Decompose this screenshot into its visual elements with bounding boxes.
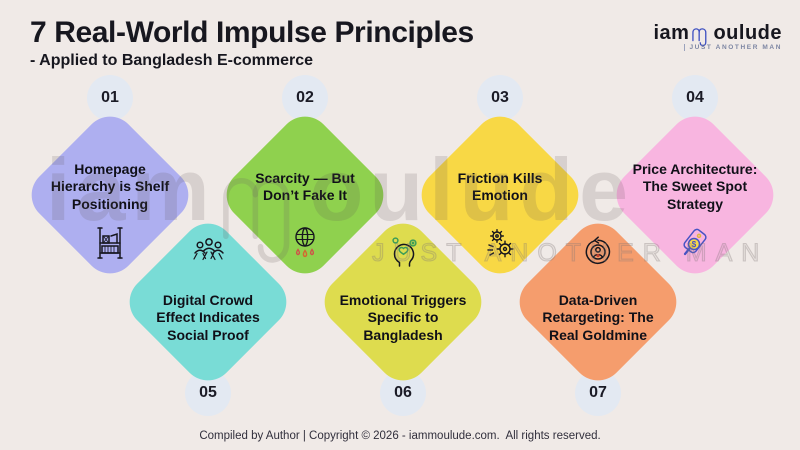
- shelf-rack-icon: [91, 224, 129, 262]
- principle-number-badge: 07: [575, 370, 621, 416]
- footer-copyright: Compiled by Author | Copyright © 2026 - …: [199, 430, 601, 442]
- principle-number-badge: 01: [87, 75, 133, 121]
- brand-logo: iam oulude JUST ANOTHER MAN: [653, 22, 782, 51]
- principle-title: Data-Driven Retargeting: The Real Goldmi…: [542, 292, 654, 343]
- brand-logo-wordmark: iam oulude: [653, 22, 782, 47]
- logo-suffix: oulude: [713, 22, 782, 44]
- principle-title: Price Architecture: The Sweet Spot Strat…: [632, 161, 758, 212]
- gears-friction-icon: [481, 224, 519, 262]
- principle-number: 02: [296, 89, 314, 106]
- principle-number: 07: [589, 384, 607, 401]
- retargeting-icon: [579, 233, 617, 271]
- principle-number: 04: [686, 89, 704, 106]
- principle-number: 06: [394, 384, 412, 401]
- principle-title: Friction Kills Emotion: [457, 169, 543, 203]
- principle-number-badge: 04: [672, 75, 718, 121]
- principle-title: Digital Crowd Effect Indicates Social Pr…: [156, 292, 260, 343]
- page-subtitle: - Applied to Bangladesh E-commerce: [30, 52, 314, 69]
- principle-number: 03: [491, 89, 509, 106]
- price-tag-icon: $: [676, 224, 714, 262]
- principle-number-badge: 02: [282, 75, 328, 121]
- logo-prefix: iam: [653, 22, 690, 44]
- principle-number: 01: [101, 89, 119, 106]
- svg-text:$: $: [692, 240, 697, 249]
- head-heart-icon: [384, 233, 422, 271]
- principle-number: 05: [199, 384, 217, 401]
- globe-scarcity-icon: [286, 224, 324, 262]
- principle-title: Scarcity — But Don’t Fake It: [255, 169, 355, 203]
- principle-number-badge: 03: [477, 75, 523, 121]
- principle-title: Homepage Hierarchy is Shelf Positioning: [50, 161, 170, 212]
- logo-tagline: JUST ANOTHER MAN: [684, 44, 782, 51]
- crowd-icon: [189, 233, 227, 271]
- stylized-m-logo-icon: [692, 28, 707, 47]
- page-title: 7 Real-World Impulse Principles: [30, 16, 474, 49]
- principle-title: Emotional Triggers Specific to Banglades…: [339, 292, 467, 343]
